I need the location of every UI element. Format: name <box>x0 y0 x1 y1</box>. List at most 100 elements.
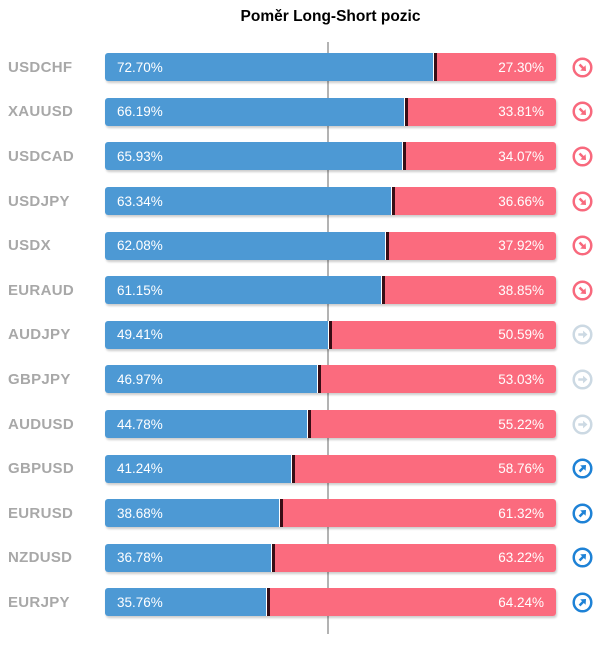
long-value: 72.70% <box>117 59 163 75</box>
segment-gap <box>266 588 268 617</box>
pair-label: AUDUSD <box>8 415 74 433</box>
short-value: 34.07% <box>498 148 544 164</box>
segment-gap <box>432 53 434 82</box>
segment-gap <box>316 365 318 394</box>
long-bar-segment: 66.19% <box>105 97 404 126</box>
segment-divider <box>317 365 321 394</box>
long-value: 46.97% <box>117 371 163 387</box>
ratio-rows: USDCHF 72.70% 27.30% XAUUSD 66.19% 33.81… <box>0 45 609 625</box>
long-value: 36.78% <box>117 550 163 566</box>
segment-gap <box>402 142 404 171</box>
ratio-bar: 36.78% 63.22% <box>105 543 556 572</box>
segment-divider <box>433 53 437 82</box>
pair-label: USDCHF <box>8 58 73 76</box>
segment-divider <box>403 142 407 171</box>
long-value: 66.19% <box>117 104 163 120</box>
ratio-bar: 49.41% 50.59% <box>105 320 556 349</box>
pair-label: USDCAD <box>8 147 74 165</box>
arrow-up-right-icon <box>572 547 593 568</box>
long-value: 63.34% <box>117 193 163 209</box>
short-value: 63.22% <box>498 550 544 566</box>
short-bar-segment: 50.59% <box>331 320 556 349</box>
trend-icon-cell <box>556 369 609 390</box>
ratio-bar: 66.19% 33.81% <box>105 97 556 126</box>
trend-icon-cell <box>556 324 609 345</box>
ratio-bar: 62.08% 37.92% <box>105 231 556 260</box>
segment-gap <box>390 187 392 216</box>
ratio-row: USDX 62.08% 37.92% <box>0 223 609 268</box>
arrow-right-icon <box>572 414 593 435</box>
ratio-bar: 41.24% 58.76% <box>105 454 556 483</box>
short-value: 38.85% <box>498 282 544 298</box>
ratio-bar: 61.15% 38.85% <box>105 276 556 305</box>
ratio-row: GBPUSD 41.24% 58.76% <box>0 446 609 491</box>
short-value: 58.76% <box>498 461 544 477</box>
arrow-down-right-icon <box>572 235 593 256</box>
short-bar-segment: 36.66% <box>394 187 556 216</box>
arrow-up-right-icon <box>572 503 593 524</box>
trend-icon-cell <box>556 280 609 301</box>
long-value: 44.78% <box>117 416 163 432</box>
short-value: 55.22% <box>498 416 544 432</box>
segment-gap <box>270 543 272 572</box>
pair-label: GBPJPY <box>8 370 71 388</box>
long-value: 61.15% <box>117 282 163 298</box>
chart-title: Poměr Long-Short pozic <box>240 8 421 25</box>
long-value: 41.24% <box>117 461 163 477</box>
arrow-down-right-icon <box>572 101 593 122</box>
long-bar-segment: 62.08% <box>105 231 385 260</box>
long-bar-segment: 49.41% <box>105 320 328 349</box>
short-value: 33.81% <box>498 104 544 120</box>
short-bar-segment: 64.24% <box>270 588 556 617</box>
long-bar-segment: 63.34% <box>105 187 391 216</box>
long-value: 35.76% <box>117 594 163 610</box>
segment-gap <box>327 320 329 349</box>
ratio-row: USDCAD 65.93% 34.07% <box>0 134 609 179</box>
segment-gap <box>384 231 386 260</box>
short-bar-segment: 63.22% <box>274 543 556 572</box>
long-value: 65.93% <box>117 148 163 164</box>
short-value: 36.66% <box>498 193 544 209</box>
short-bar-segment: 58.76% <box>294 454 556 483</box>
trend-icon-cell <box>556 101 609 122</box>
long-bar-segment: 44.78% <box>105 410 307 439</box>
arrow-up-right-icon <box>572 592 593 613</box>
ratio-bar: 38.68% 61.32% <box>105 499 556 528</box>
trend-icon-cell <box>556 146 609 167</box>
pair-label: EURUSD <box>8 504 74 522</box>
trend-icon-cell <box>556 414 609 435</box>
long-value: 38.68% <box>117 505 163 521</box>
trend-icon-cell <box>556 547 609 568</box>
ratio-bar: 35.76% 64.24% <box>105 588 556 617</box>
segment-gap <box>279 499 281 528</box>
trend-icon-cell <box>556 191 609 212</box>
short-value: 64.24% <box>498 594 544 610</box>
ratio-row: AUDUSD 44.78% 55.22% <box>0 402 609 447</box>
pair-label: GBPUSD <box>8 460 74 478</box>
ratio-bar: 63.34% 36.66% <box>105 187 556 216</box>
segment-divider <box>404 97 408 126</box>
trend-icon-cell <box>556 57 609 78</box>
trend-icon-cell <box>556 503 609 524</box>
short-bar-segment: 27.30% <box>436 53 556 82</box>
short-value: 53.03% <box>498 371 544 387</box>
segment-divider <box>307 410 311 439</box>
segment-divider <box>271 543 275 572</box>
segment-divider <box>385 231 389 260</box>
segment-divider <box>391 187 395 216</box>
short-value: 50.59% <box>498 327 544 343</box>
ratio-row: EURAUD 61.15% 38.85% <box>0 268 609 313</box>
segment-divider <box>328 320 332 349</box>
segment-gap <box>403 97 405 126</box>
ratio-row: GBPJPY 46.97% 53.03% <box>0 357 609 402</box>
pair-label: EURJPY <box>8 593 70 611</box>
ratio-row: AUDJPY 49.41% 50.59% <box>0 313 609 358</box>
pair-label: XAUUSD <box>8 103 74 121</box>
trend-icon-cell <box>556 592 609 613</box>
segment-divider <box>381 276 385 305</box>
arrow-up-right-icon <box>572 458 593 479</box>
long-bar-segment: 72.70% <box>105 53 433 82</box>
segment-gap <box>290 454 292 483</box>
pair-label: AUDJPY <box>8 326 71 344</box>
